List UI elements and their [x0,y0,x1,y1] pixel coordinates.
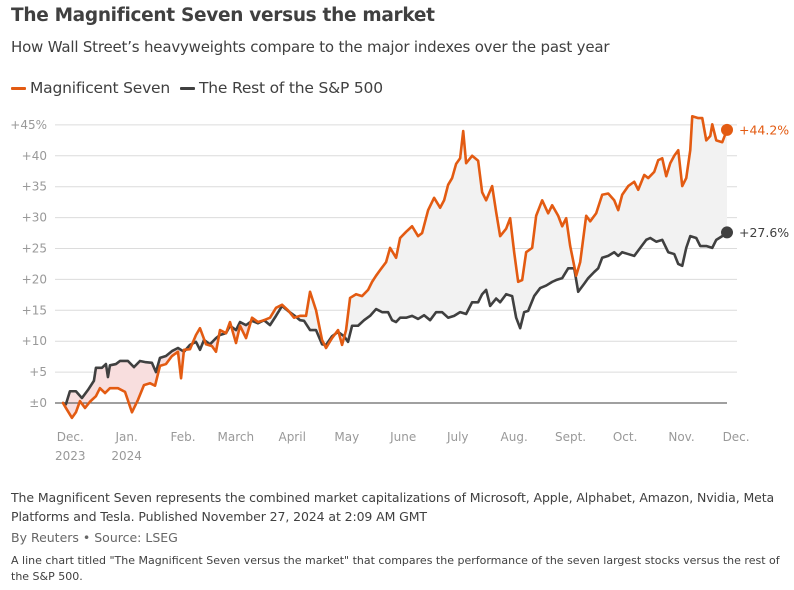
x-tick-label: Oct. [613,430,638,444]
x-tick-label: March [218,430,255,444]
series-line-the-rest-of-the-s-p-500 [61,231,729,406]
end-point-marker [721,123,733,136]
x-tick-sublabel: 2024 [111,449,142,463]
chart-legend: Magnificent Seven The Rest of the S&P 50… [11,79,393,97]
x-tick-label: April [278,430,305,444]
y-tick-label: +45% [10,118,47,132]
byline-source: By Reuters • Source: LSEG [11,530,178,545]
fill-underperform [63,348,184,418]
x-axis-ticks: Dec. 2023 Jan. 2024 Feb. March April May June Jul… [55,430,750,463]
x-tick-label: Dec. [57,430,84,444]
x-tick-sublabel: 2023 [55,449,86,463]
legend-item-rest-of-sp500: The Rest of the S&P 500 [180,79,383,97]
legend-item-magnificent-seven: Magnificent Seven [11,79,170,97]
end-value-label: +27.6% [739,225,789,240]
x-tick-label: Sept. [555,430,586,444]
x-tick-label: Jan. [115,430,138,444]
fill-outperform [344,116,727,342]
y-axis-ticks: ±0 +5 +10 +15 +20 +25 +30 +35 +40 +45% [10,118,47,410]
end-point-marker [721,226,733,239]
series-line-magnificent-seven [61,114,729,420]
x-tick-label: Dec. [723,430,750,444]
series-lines [61,114,729,420]
x-tick-label: Feb. [171,430,196,444]
chart-title: The Magnificent Seven versus the market [11,5,435,26]
y-tick-label: +5 [29,365,47,379]
y-tick-label: +40 [22,149,47,163]
end-value-label: +44.2% [739,122,789,137]
y-tick-label: +35 [22,180,47,194]
fill-outperform [251,304,290,325]
line-chart: ±0 +5 +10 +15 +20 +25 +30 +35 +40 +45% Dec. 2023 Ja… [10,114,789,463]
legend-swatch-orange-icon [11,86,26,90]
footnote: The Magnificent Seven represents the com… [11,490,775,524]
y-tick-label: +10 [22,334,47,348]
legend-label: Magnificent Seven [30,79,170,97]
x-tick-label: June [389,430,416,444]
legend-swatch-dark-icon [180,86,195,90]
y-tick-label: ±0 [29,396,47,410]
y-tick-label: +30 [22,211,47,225]
chart-subtitle: How Wall Street’s heavyweights compare t… [11,38,610,56]
y-tick-label: +15 [22,303,47,317]
x-tick-label: July [446,430,469,444]
y-tick-label: +25 [22,242,47,256]
end-markers: +44.2% +27.6% [721,122,789,240]
x-tick-label: Nov. [668,430,694,444]
x-tick-label: Aug. [501,430,528,444]
legend-label: The Rest of the S&P 500 [199,79,383,97]
chart-description: A line chart titled "The Magnificent Sev… [11,554,780,583]
x-tick-label: May [334,430,359,444]
y-tick-label: +20 [22,272,47,286]
